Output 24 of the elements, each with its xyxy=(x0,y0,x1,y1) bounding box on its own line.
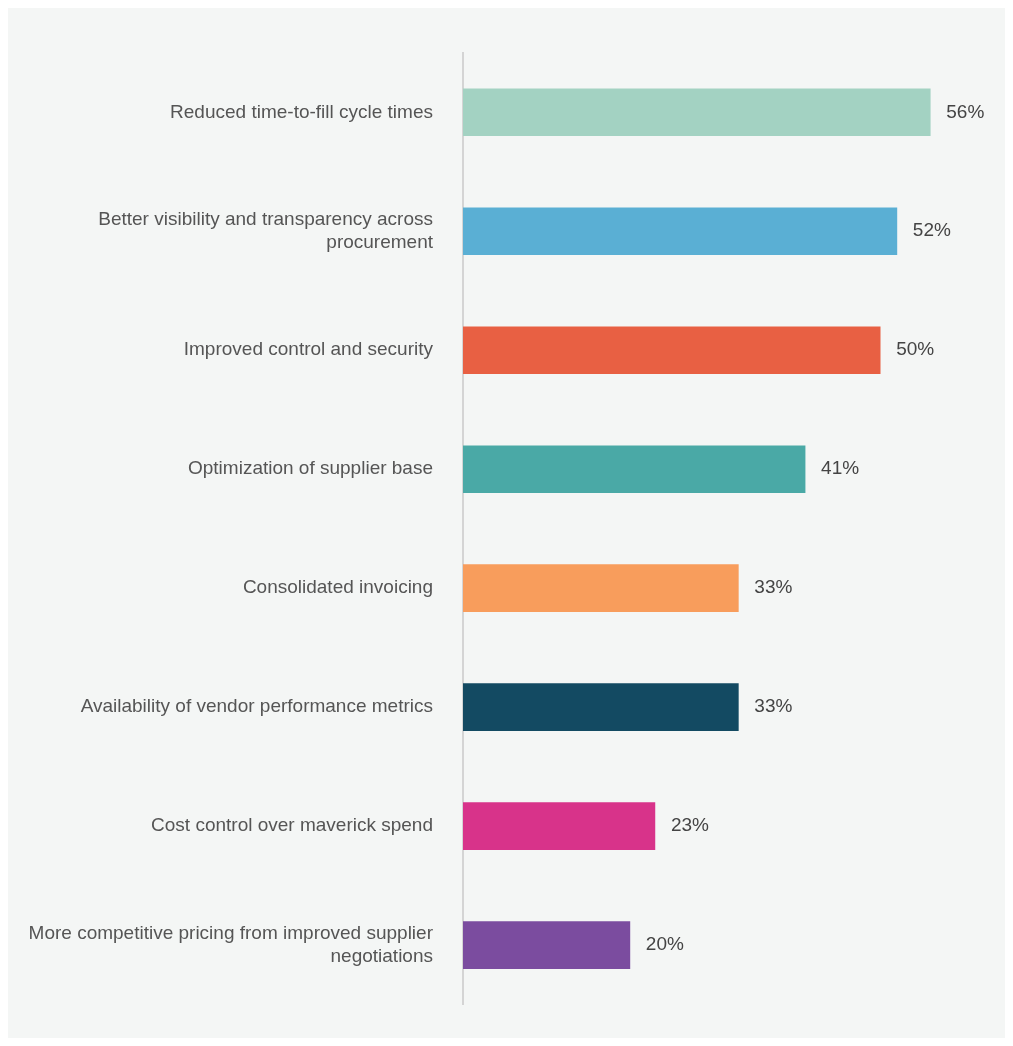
bar xyxy=(463,326,881,375)
data-label: 41% xyxy=(821,457,860,479)
bar xyxy=(463,207,898,256)
y-tick-label: Cost control over maverick spend xyxy=(151,814,433,836)
y-tick-label: Optimization of supplier base xyxy=(187,457,433,479)
data-label: 33% xyxy=(754,576,793,598)
data-label: 52% xyxy=(912,219,951,241)
y-tick-label: Consolidated invoicing xyxy=(242,576,433,598)
data-label: 56% xyxy=(946,100,985,122)
y-tick-label: Better visibility and transparency across procurement xyxy=(98,208,434,252)
data-label: 50% xyxy=(896,338,935,360)
bar xyxy=(463,564,739,613)
bar xyxy=(463,445,806,494)
bar xyxy=(463,921,631,969)
y-tick-label: Availability of vendor performance metrics xyxy=(80,695,433,717)
y-tick-label: Reduced time-to-fill cycle times xyxy=(170,100,433,122)
bar xyxy=(463,683,739,731)
data-label: 33% xyxy=(754,695,793,717)
data-label: 20% xyxy=(645,933,685,955)
bar xyxy=(463,88,931,137)
y-tick-label: More competitive pricing from improved supplier negotiations xyxy=(28,921,434,966)
data-label: 23% xyxy=(670,814,710,836)
bar xyxy=(463,802,656,850)
y-tick-label: Improved control and security xyxy=(183,338,434,360)
